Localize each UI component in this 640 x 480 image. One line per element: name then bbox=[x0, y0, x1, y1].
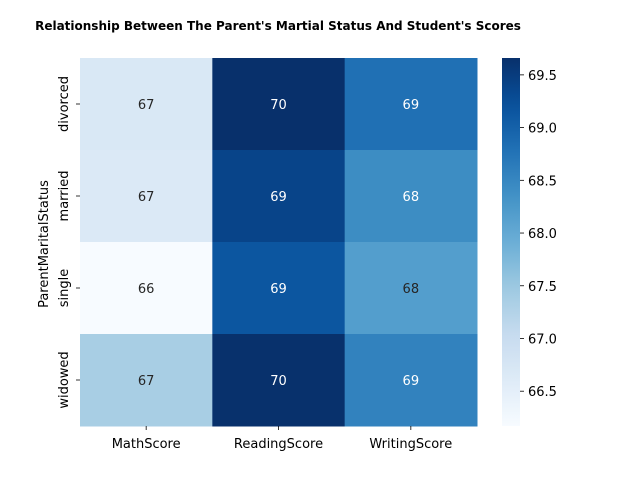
cell-value-label: 69 bbox=[270, 190, 287, 205]
heatmap-cell bbox=[344, 334, 478, 427]
heatmap-cell bbox=[212, 334, 346, 427]
y-tick-label: married bbox=[57, 171, 72, 222]
cell-value-label: 66 bbox=[138, 282, 155, 297]
heatmap-cells: 67 70 69 67 69 68 66 69 68 67 70 69 bbox=[80, 58, 478, 427]
cell-value-label: 69 bbox=[403, 374, 420, 389]
x-tick-label: ReadingScore bbox=[234, 437, 323, 452]
colorbar-tick-label: 69.5 bbox=[528, 69, 557, 84]
colorbar-tick-label: 67.5 bbox=[528, 280, 557, 295]
cell-value-label: 70 bbox=[270, 98, 287, 113]
colorbar-tick-label: 68.0 bbox=[528, 227, 557, 242]
heatmap-cell bbox=[212, 242, 346, 335]
cell-value-label: 69 bbox=[270, 282, 287, 297]
y-axis: divorced married single widowed bbox=[57, 76, 80, 409]
heatmap-cell bbox=[212, 58, 346, 151]
colorbar-gradient bbox=[502, 58, 520, 426]
heatmap-cell bbox=[80, 334, 213, 427]
cell-value-label: 68 bbox=[403, 190, 420, 205]
y-axis-label: ParentMaritalStatus bbox=[37, 180, 52, 308]
heatmap-cell bbox=[344, 58, 478, 151]
colorbar-tick-label: 67.0 bbox=[528, 332, 557, 347]
y-tick-label: divorced bbox=[57, 76, 72, 132]
chart-title: Relationship Between The Parent's Martia… bbox=[35, 19, 521, 33]
x-axis: MathScore ReadingScore WritingScore bbox=[112, 426, 452, 452]
colorbar-tick-label: 68.5 bbox=[528, 174, 557, 189]
heatmap-cell bbox=[344, 150, 478, 243]
x-tick-label: WritingScore bbox=[369, 437, 452, 452]
heatmap-cell bbox=[212, 150, 346, 243]
x-tick-label: MathScore bbox=[112, 437, 181, 452]
colorbar-tick-label: 66.5 bbox=[528, 385, 557, 400]
heatmap-cell bbox=[80, 150, 213, 243]
colorbar-tick-label: 69.0 bbox=[528, 122, 557, 137]
y-tick-label: single bbox=[57, 269, 72, 308]
colorbar: 66.5 67.0 67.5 68.0 68.5 69.0 69.5 bbox=[502, 58, 557, 426]
cell-value-label: 67 bbox=[138, 190, 155, 205]
heatmap-cell bbox=[80, 58, 213, 151]
heatmap-cell bbox=[344, 242, 478, 335]
cell-value-label: 68 bbox=[403, 282, 420, 297]
cell-value-label: 67 bbox=[138, 374, 155, 389]
cell-value-label: 67 bbox=[138, 98, 155, 113]
cell-value-label: 69 bbox=[403, 98, 420, 113]
y-tick-label: widowed bbox=[57, 351, 72, 408]
heatmap-cell bbox=[80, 242, 213, 335]
cell-value-label: 70 bbox=[270, 374, 287, 389]
